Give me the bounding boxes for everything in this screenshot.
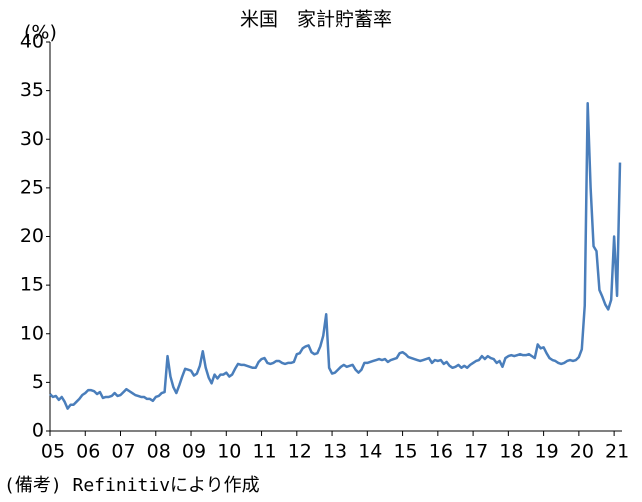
x-tick-label: 15: [393, 441, 417, 463]
x-tick-label: 14: [358, 441, 382, 463]
chart-title: 米国 家計貯蓄率: [240, 9, 392, 31]
y-tick-label: 0: [32, 420, 44, 442]
x-tick-label: 20: [570, 441, 594, 463]
x-tick-label: 16: [429, 441, 453, 463]
x-tick-label: 06: [76, 441, 100, 463]
x-tick-label: 18: [499, 441, 523, 463]
x-tick-label: 05: [41, 441, 65, 463]
y-tick-label: 20: [20, 225, 44, 247]
x-tick-label: 21: [605, 441, 629, 463]
y-tick-label: 10: [20, 322, 44, 344]
x-tick-label: 10: [217, 441, 241, 463]
x-tick-label: 12: [288, 441, 312, 463]
y-axis-label: (%): [24, 22, 57, 44]
x-tick-label: 17: [464, 441, 488, 463]
x-tick-label: 11: [252, 441, 276, 463]
x-tick-label: 07: [111, 441, 135, 463]
y-tick-label: 25: [20, 176, 44, 198]
note: (備考) Refinitivにより作成: [4, 475, 260, 496]
y-tick-label: 35: [20, 79, 44, 101]
x-tick-label: 09: [182, 441, 206, 463]
y-tick-label: 5: [32, 371, 44, 393]
y-tick-label: 40: [20, 31, 44, 53]
data-line: [49, 102, 622, 410]
y-tick-label: 15: [20, 274, 44, 296]
x-tick-label: 19: [535, 441, 559, 463]
x-tick-label: 13: [323, 441, 347, 463]
x-tick-label: 08: [147, 441, 171, 463]
y-tick-label: 30: [20, 128, 44, 150]
